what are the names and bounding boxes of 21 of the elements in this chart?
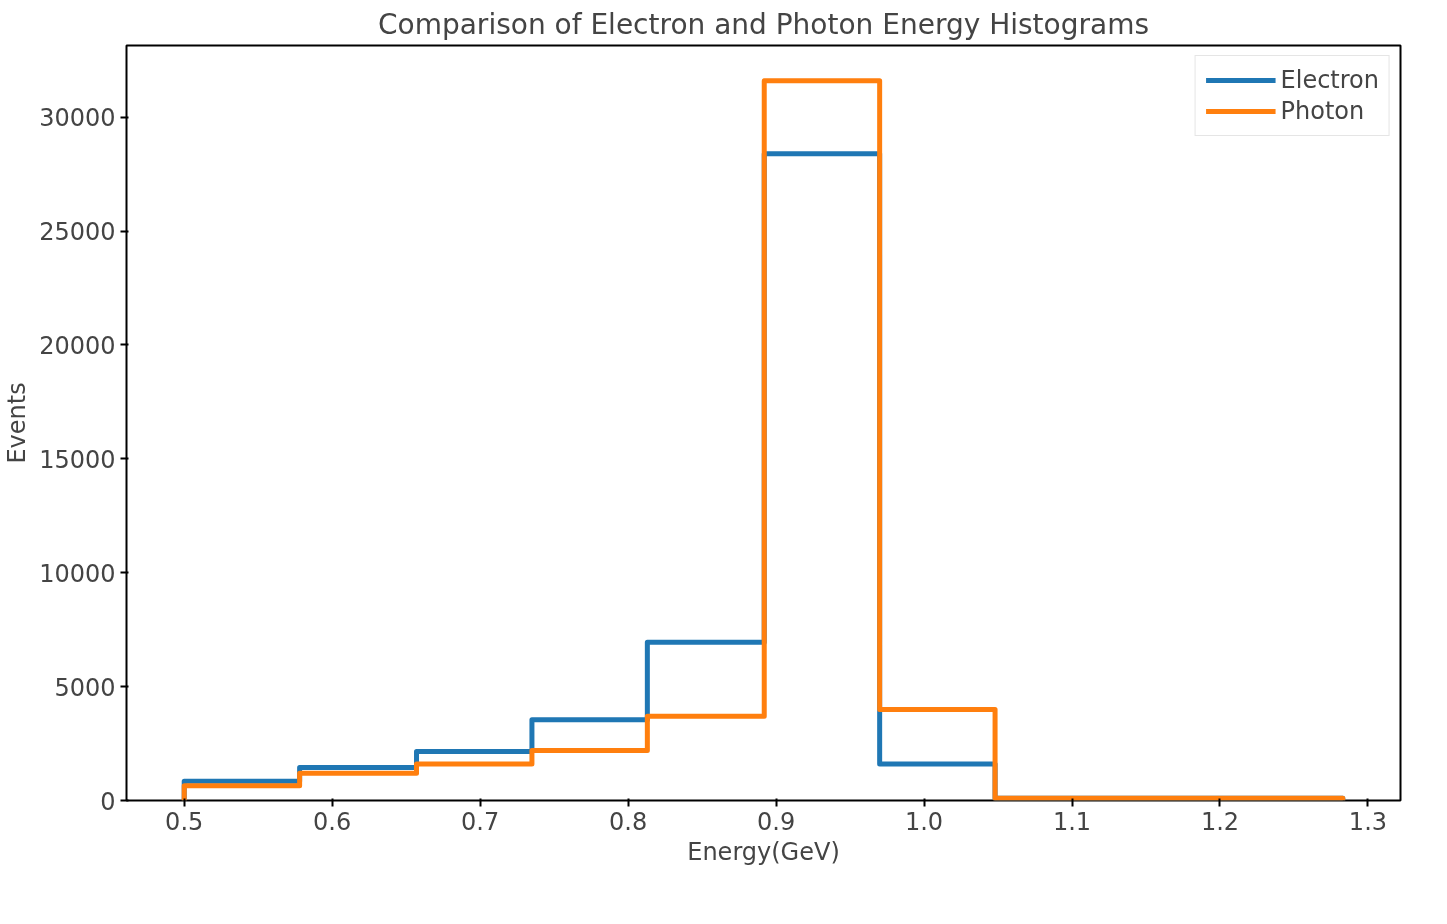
legend-label: Electron <box>1280 66 1379 94</box>
legend-label: Photon <box>1280 97 1365 125</box>
x-tick-label: 0.5 <box>165 807 204 836</box>
x-tick-label: 1.1 <box>1052 807 1092 836</box>
x-tick-label: 0.7 <box>461 807 500 836</box>
x-tick-label: 1.0 <box>904 807 944 836</box>
y-axis-title: Events <box>3 382 32 464</box>
x-tick-label: 1.3 <box>1348 807 1388 836</box>
x-tick-label: 1.2 <box>1200 807 1240 836</box>
y-tick-label: 0 <box>100 787 116 816</box>
y-tick-label: 20000 <box>39 331 116 360</box>
x-tick-label: 0.6 <box>313 807 352 836</box>
x-axis-title: Energy(GeV) <box>687 837 840 866</box>
y-tick-label: 25000 <box>39 218 116 247</box>
y-tick-label: 5000 <box>54 673 116 702</box>
x-tick-label: 0.9 <box>756 807 796 836</box>
y-tick-label: 10000 <box>39 559 116 588</box>
y-tick-label: 30000 <box>39 104 116 133</box>
x-tick-label: 0.8 <box>609 807 648 836</box>
chart-title: Comparison of Electron and Photon Energy Histograms <box>377 7 1150 41</box>
y-tick-label: 15000 <box>39 445 116 474</box>
